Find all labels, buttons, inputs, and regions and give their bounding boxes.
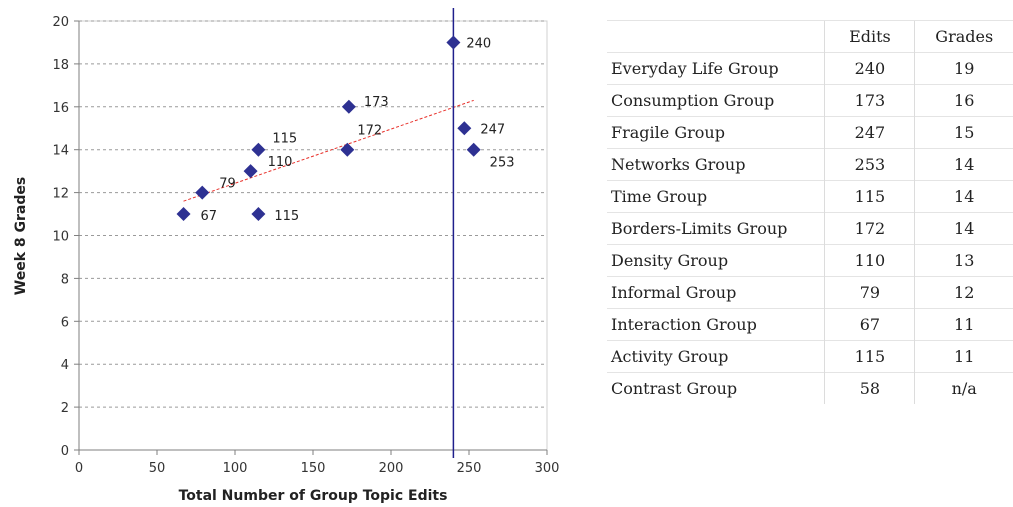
group-name-cell: Informal Group (607, 276, 825, 309)
group-name-cell: Interaction Group (607, 308, 825, 341)
point-label: 115 (274, 209, 299, 224)
group-name-cell: Borders-Limits Group (607, 212, 825, 245)
x-tick-label: 100 (223, 461, 248, 476)
x-tick-label: 150 (301, 461, 326, 476)
edits-cell: 115 (824, 340, 915, 373)
edits-cell: 110 (824, 244, 915, 277)
point-label: 79 (219, 177, 236, 192)
point-label: 67 (201, 209, 218, 224)
group-name-cell: Time Group (607, 180, 825, 213)
x-tick-label: 200 (379, 461, 404, 476)
data-point (340, 142, 355, 157)
group-name-cell: Density Group (607, 244, 825, 277)
edits-cell: 67 (824, 308, 915, 341)
x-axis-title: Total Number of Group Topic Edits (179, 488, 448, 504)
point-labels: 240 173 247 253 115 172 110 79 67 115 (201, 36, 515, 224)
y-tick-labels: 0 2 4 6 8 10 12 14 16 18 20 (52, 15, 69, 459)
grades-cell: 19 (914, 52, 1013, 85)
data-point (341, 99, 356, 114)
point-label: 240 (466, 36, 491, 51)
grades-cell: 13 (914, 244, 1013, 277)
point-label: 110 (268, 155, 293, 170)
table-row: Activity Group 115 11 (607, 340, 1013, 373)
table-row: Informal Group 79 12 (607, 276, 1013, 309)
group-name-cell: Everyday Life Group (607, 52, 825, 85)
data-point (457, 121, 472, 136)
point-label: 247 (480, 122, 505, 137)
data-point (251, 207, 266, 222)
table-row: Fragile Group 247 15 (607, 116, 1013, 149)
grades-cell: n/a (914, 372, 1013, 404)
edits-cell: 172 (824, 212, 915, 245)
y-tick-label: 16 (52, 101, 69, 116)
y-tick-label: 6 (61, 315, 69, 330)
data-points (176, 35, 481, 222)
grades-cell: 11 (914, 340, 1013, 373)
point-label: 253 (490, 156, 515, 171)
x-tick-labels: 0 50 100 150 200 250 300 (75, 461, 560, 476)
data-point (243, 164, 258, 179)
data-point (251, 142, 266, 157)
trendline (183, 99, 474, 202)
table-header-row: Edits Grades (607, 20, 1013, 53)
data-point (466, 142, 481, 157)
grades-cell: 14 (914, 212, 1013, 245)
x-tick-label: 0 (75, 461, 83, 476)
table-row: Networks Group 253 14 (607, 148, 1013, 181)
grades-cell: 12 (914, 276, 1013, 309)
table-row: Interaction Group 67 11 (607, 308, 1013, 341)
y-tick-label: 12 (52, 187, 69, 202)
y-tick-label: 8 (61, 272, 69, 287)
table-row: Everyday Life Group 240 19 (607, 52, 1013, 85)
table-row: Consumption Group 173 16 (607, 84, 1013, 117)
data-table: Edits Grades Everyday Life Group 240 19 Consu… (607, 20, 1013, 404)
y-tick-label: 10 (52, 230, 69, 245)
x-tick-label: 250 (457, 461, 482, 476)
point-label: 115 (272, 132, 297, 147)
edits-cell: 115 (824, 180, 915, 213)
grades-cell: 16 (914, 84, 1013, 117)
y-tick-label: 20 (52, 15, 69, 30)
data-table-body: Edits Grades Everyday Life Group 240 19 Consu… (607, 20, 1013, 404)
grades-cell: 15 (914, 116, 1013, 149)
group-name-cell: Consumption Group (607, 84, 825, 117)
grades-cell: 14 (914, 148, 1013, 181)
group-name-cell: Activity Group (607, 340, 825, 373)
table-row: Density Group 110 13 (607, 244, 1013, 277)
edits-cell: 173 (824, 84, 915, 117)
y-tick-label: 4 (61, 358, 69, 373)
grades-cell: 14 (914, 180, 1013, 213)
y-tick-label: 2 (61, 401, 69, 416)
edits-cell: 253 (824, 148, 915, 181)
edits-cell: 58 (824, 372, 915, 404)
edits-cell: 240 (824, 52, 915, 85)
y-tick-label: 14 (52, 144, 69, 159)
edits-cell: 247 (824, 116, 915, 149)
data-point (176, 207, 191, 222)
x-tick-label: 300 (535, 461, 560, 476)
grades-cell: 11 (914, 308, 1013, 341)
group-name-cell: Networks Group (607, 148, 825, 181)
edits-cell: 79 (824, 276, 915, 309)
table-header-cell (607, 20, 825, 53)
y-axis-title: Week 8 Grades (13, 177, 29, 295)
table-row: Contrast Group 58 n/a (607, 372, 1013, 404)
y-tick-label: 18 (52, 58, 69, 73)
y-tick-label: 0 (61, 444, 69, 459)
x-tick-label: 50 (149, 461, 166, 476)
data-point (446, 35, 461, 50)
table-row: Time Group 115 14 (607, 180, 1013, 213)
axes (74, 20, 548, 455)
group-name-cell: Contrast Group (607, 372, 825, 404)
data-point (195, 185, 210, 200)
table-header-cell: Grades (914, 20, 1013, 53)
point-label: 173 (364, 95, 389, 110)
point-label: 172 (357, 124, 382, 139)
group-name-cell: Fragile Group (607, 116, 825, 149)
scatter-chart: 0 2 4 6 8 10 12 14 16 18 20 0 50 100 150 200 250 300 240… (13, 8, 560, 504)
table-row: Borders-Limits Group 172 14 (607, 212, 1013, 245)
table-header-cell: Edits (824, 20, 915, 53)
